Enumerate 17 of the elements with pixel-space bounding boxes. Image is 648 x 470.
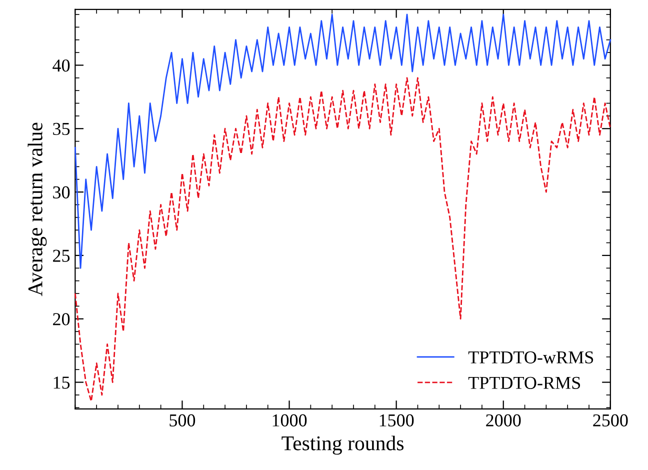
x-tick-label: 2000 <box>486 414 521 426</box>
x-tick-label: 1500 <box>380 414 414 426</box>
x-axis-title: Testing rounds <box>282 436 404 455</box>
x-tick-label: 1000 <box>272 414 307 426</box>
y-tick-label: 40 <box>52 59 70 72</box>
y-tick-label: 25 <box>53 250 70 262</box>
y-tick-label: 15 <box>54 376 70 389</box>
line-series <box>74 77 612 402</box>
line-series <box>74 14 612 269</box>
x-tick-label: 500 <box>170 414 196 426</box>
y-tick-label: 20 <box>53 313 70 326</box>
x-tick-label: 2500 <box>593 414 628 426</box>
y-tick-label: 30 <box>53 186 70 198</box>
legend-label: TPTDTO-wRMS <box>468 351 594 364</box>
y-axis-title: Average return value <box>28 122 47 296</box>
legend-label: TPTDTO-RMS <box>468 376 580 389</box>
y-tick-label: 35 <box>53 122 70 136</box>
